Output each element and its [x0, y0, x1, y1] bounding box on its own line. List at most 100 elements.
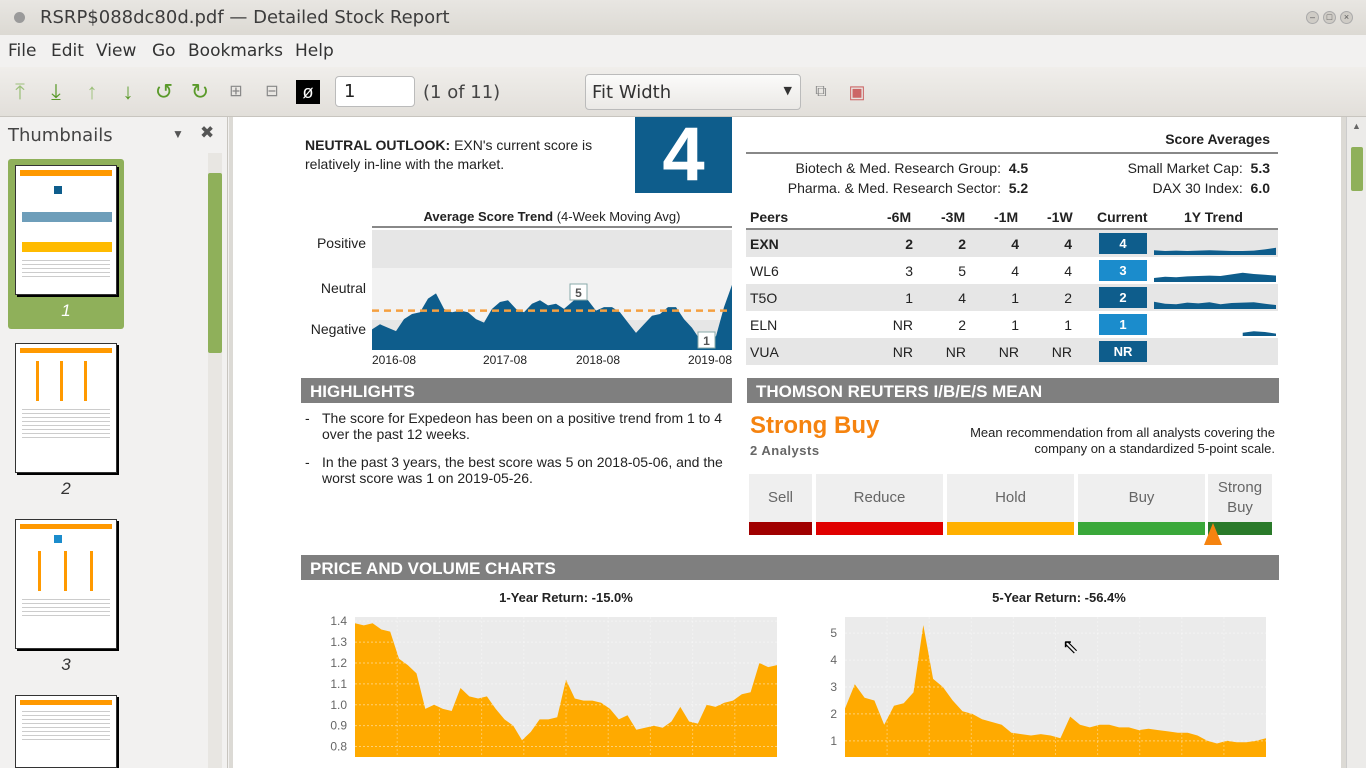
column-header: -1W [1047, 209, 1073, 225]
chevron-down-icon[interactable]: ▼ [172, 127, 184, 141]
sparkline-area [1154, 247, 1276, 255]
next-page-icon[interactable]: ↓ [122, 79, 134, 104]
trend-sparkline [1242, 331, 1276, 336]
menu-bookmarks[interactable]: Bookmarks [188, 41, 283, 61]
peer-name: ELN [750, 317, 778, 333]
trend-sparkline [1154, 247, 1276, 255]
minimize-button[interactable]: – [1306, 11, 1319, 24]
y-tick-label: 1 [830, 734, 837, 748]
invert-colors-icon[interactable]: ø [296, 80, 320, 104]
list-item: - In the past 3 years, the best score was… [305, 454, 730, 486]
peer-score: 2 [958, 317, 966, 333]
x-tick-label: 2017-08 [483, 353, 527, 367]
menu-file[interactable]: File [8, 41, 37, 61]
document-scrollbar[interactable]: ▲ [1346, 117, 1366, 768]
chart-title: 1-Year Return: -15.0% [499, 590, 633, 605]
y-band-label: Positive [317, 235, 366, 251]
chart-top-rule [372, 226, 732, 228]
x-tick-label: 2018-08 [576, 353, 620, 367]
rotate-right-icon[interactable]: ↻ [190, 79, 210, 104]
rating-bar [1208, 522, 1272, 535]
annotation-box [569, 283, 588, 301]
column-header: Current [1097, 209, 1148, 225]
peer-score: 1 [1011, 290, 1019, 306]
zoom-out-icon[interactable]: ⊟ [265, 83, 279, 100]
y-band-label: Neutral [321, 280, 366, 296]
score-averages-title: Score Averages [1165, 131, 1270, 147]
y-tick-label: 1.2 [330, 656, 347, 670]
page-number-input[interactable]: 1 [335, 76, 415, 107]
average-label: Pharma. & Med. Research Sector: [787, 180, 1001, 196]
rating-label: Hold [947, 474, 1074, 522]
menu-help[interactable]: Help [295, 41, 334, 61]
y-band-label: Negative [311, 321, 366, 337]
ibes-header: THOMSON REUTERS I/B/E/S MEAN [747, 378, 1279, 403]
average-value: 4.5 [1008, 160, 1029, 176]
peer-score: NR [945, 344, 966, 360]
zoom-in-icon[interactable]: ⊞ [229, 83, 243, 100]
ibes-analysts: 2 Analysts [750, 443, 820, 458]
thumbnail-page-3[interactable] [15, 519, 117, 649]
sidebar-title[interactable]: Thumbnails [8, 125, 113, 146]
scrollbar-thumb[interactable] [208, 173, 222, 353]
zoom-select[interactable]: Fit Width ▼ [585, 74, 801, 110]
close-sidebar-icon[interactable]: ✖ [200, 123, 215, 142]
rating-bar [947, 522, 1074, 535]
menu-view[interactable]: View [96, 41, 137, 61]
fit-page-icon[interactable]: ⧉ [815, 83, 827, 100]
y-tick-label: 4 [830, 653, 837, 667]
chart-title: Average Score Trend [423, 209, 554, 224]
scroll-up-icon[interactable]: ▲ [1352, 121, 1361, 131]
rating-bar [816, 522, 943, 535]
window-title: RSRP$088dc80d.pdf — Detailed Stock Repor… [40, 7, 450, 28]
positive-band [372, 230, 732, 268]
average-label: Small Market Cap: [1127, 160, 1243, 176]
page-count: (1 of 11) [423, 82, 501, 103]
first-page-icon[interactable]: ⤒ [15, 79, 25, 104]
title-bar: RSRP$088dc80d.pdf — Detailed Stock Repor… [0, 0, 1366, 35]
score-badge: 4 [635, 117, 732, 193]
table-row: EXN 2 2 4 4 4 [746, 230, 1278, 257]
thumbnail-label: 1 [61, 301, 71, 320]
five-year-price-chart: 1 2 3 4 5 [830, 617, 1266, 757]
rating-label: Reduce [816, 474, 943, 522]
thumbnail-image [15, 165, 117, 295]
y-tick-label: 5 [830, 626, 837, 640]
sparkline-area [1154, 301, 1276, 309]
presentation-icon[interactable]: ▣ [848, 82, 866, 102]
column-header: 1Y Trend [1184, 209, 1243, 225]
peer-score: NR [892, 344, 913, 360]
table-row: VUA NR NR NR NR NR [746, 338, 1278, 365]
thumbnail-page-2[interactable] [15, 343, 117, 473]
peer-score: 4 [958, 290, 966, 306]
toolbar: ⤒ ⤓ ↑ ↓ ↺ ↻ ⊞ ⊟ ø 1 (1 of 11) Fit Width ▼… [0, 67, 1366, 117]
x-tick-label: 2019-08 [688, 353, 732, 367]
previous-page-icon[interactable]: ↑ [86, 79, 98, 104]
rotate-left-icon[interactable]: ↺ [154, 79, 174, 104]
thumbnail-page-4[interactable] [15, 695, 117, 768]
scrollbar-thumb[interactable] [1351, 147, 1363, 191]
maximize-button[interactable]: □ [1323, 11, 1336, 24]
table-row: ELN NR 2 1 1 1 [746, 311, 1278, 338]
peer-score: 2 [1064, 290, 1072, 306]
close-button[interactable]: × [1340, 11, 1353, 24]
y-tick-label: 1.0 [330, 698, 347, 712]
y-tick-label: 1.4 [330, 615, 347, 628]
highlights-list: - The score for Expedeon has been on a po… [305, 410, 730, 486]
price-area [845, 625, 1266, 757]
average-label: DAX 30 Index: [1152, 180, 1243, 196]
outlook-description: EXN's current score is relatively in-lin… [305, 137, 593, 172]
sparkline-area [1242, 331, 1276, 336]
window-menu-icon[interactable] [14, 12, 25, 23]
y-tick-label: 2 [830, 707, 837, 721]
sidebar-scrollbar[interactable] [208, 153, 222, 768]
last-page-icon[interactable]: ⤓ [51, 79, 61, 104]
current-score-badge: 1 [1099, 314, 1147, 335]
menu-edit[interactable]: Edit [51, 41, 84, 61]
y-tick-label: 0.8 [330, 740, 347, 754]
average-value: 5.2 [1008, 180, 1029, 196]
x-tick-label: 2016-08 [372, 353, 416, 367]
thumbnail-page-1[interactable]: 1 [8, 159, 124, 329]
menu-go[interactable]: Go [152, 41, 176, 61]
price-volume-header: PRICE AND VOLUME CHARTS [301, 555, 1279, 580]
